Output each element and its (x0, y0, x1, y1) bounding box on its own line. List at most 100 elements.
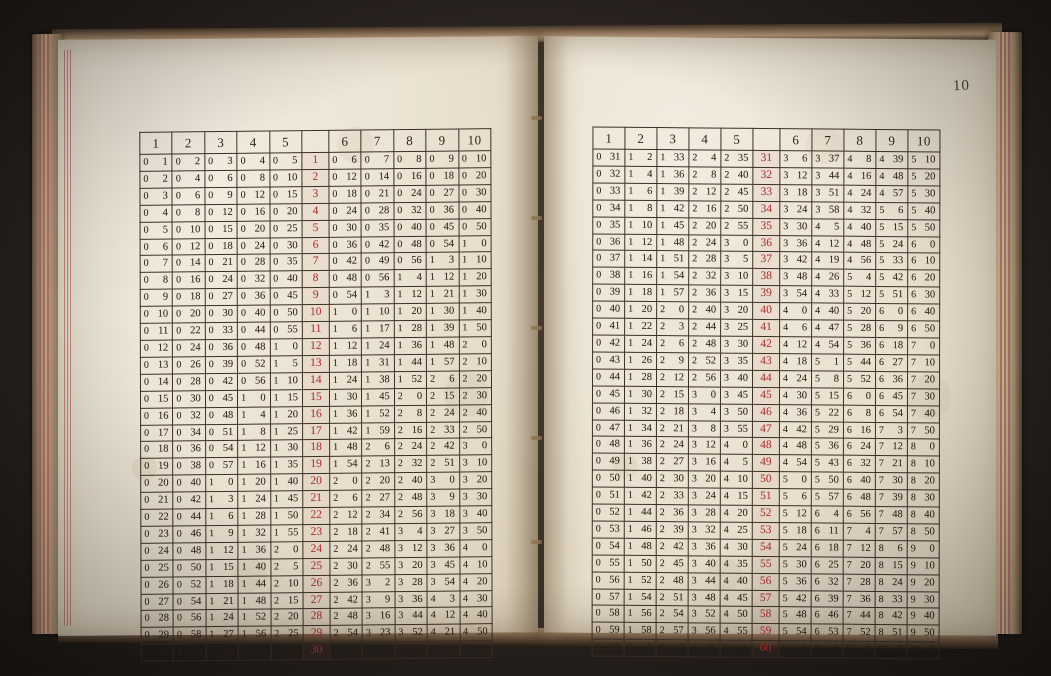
product-cell: 0 10 (269, 169, 302, 187)
product-low-digit: 0 (351, 306, 358, 318)
product-cell: 0 21 (204, 254, 238, 273)
product-cell: 1 36 (329, 405, 362, 423)
product-cell: 3 12 (779, 167, 812, 185)
product-low-digit: 0 (929, 644, 935, 656)
product-cell: 2 52 (688, 352, 721, 370)
product-cell: 0 42 (361, 236, 394, 254)
product-low-digit: 20 (287, 408, 299, 420)
product-low-digit: 46 (641, 523, 652, 535)
product-cell: 0 57 (592, 588, 625, 606)
product-cell: 8 40 (907, 506, 940, 524)
product-cell: 7 30 (875, 472, 908, 490)
product-low-digit: 40 (641, 473, 652, 485)
row-index-31: 31 (752, 150, 780, 168)
product-cell: 3 16 (362, 608, 395, 626)
product-high-digit: 3 (398, 610, 404, 622)
product-high-digit: 2 (397, 390, 403, 402)
product-high-digit: 4 (847, 170, 853, 182)
product-low-digit: 15 (287, 594, 299, 606)
product-low-digit: 16 (705, 456, 716, 468)
product-cell: 0 50 (592, 470, 625, 488)
row-index-29: 29 (303, 625, 331, 643)
product-low-digit: 36 (705, 287, 717, 299)
product-low-digit: 50 (476, 322, 487, 334)
product-high-digit: 4 (463, 609, 469, 621)
product-cell: 5 29 (811, 421, 844, 439)
product-cell: 4 36 (779, 404, 812, 422)
product-high-digit: 1 (627, 591, 633, 603)
product-high-digit: 0 (143, 308, 149, 320)
product-high-digit: 4 (879, 170, 885, 182)
product-high-digit: 3 (783, 271, 789, 283)
product-cell: 6 27 (875, 354, 908, 372)
product-high-digit: 1 (241, 493, 247, 505)
product-high-digit: 6 (878, 407, 884, 419)
product-low-digit: 3 (897, 424, 903, 436)
product-cell: 0 48 (393, 235, 427, 254)
product-cell: 7 10 (907, 354, 940, 372)
product-high-digit: 0 (144, 562, 150, 574)
product-cell: 2 25 (270, 626, 304, 644)
product-low-digit: 54 (892, 407, 903, 419)
product-cell: 0 38 (592, 267, 625, 285)
product-cell: 1 45 (361, 388, 395, 406)
product-low-digit: 31 (379, 357, 390, 369)
product-low-digit: 24 (411, 187, 422, 199)
product-high-digit: 1 (627, 625, 633, 637)
product-cell: 0 33 (205, 322, 238, 340)
product-low-digit: 44 (641, 506, 652, 519)
product-high-digit: 2 (274, 578, 280, 590)
product-cell: 1 33 (656, 149, 689, 167)
product-cell: 0 22 (140, 509, 174, 527)
product-cell: 2 27 (362, 489, 395, 508)
product-low-digit: 11 (158, 325, 169, 337)
product-cell: 4 30 (459, 590, 493, 608)
product-low-digit: 49 (378, 255, 390, 267)
product-high-digit: 3 (691, 625, 697, 637)
product-low-digit: 0 (260, 645, 267, 657)
product-low-digit: 24 (705, 490, 716, 502)
product-low-digit: 55 (287, 324, 298, 336)
product-low-digit: 54 (828, 339, 840, 351)
product-cell: 1 10 (270, 372, 303, 390)
product-high-digit: 4 (723, 609, 729, 621)
product-low-digit: 20 (190, 308, 201, 320)
product-high-digit: 2 (659, 507, 665, 519)
product-high-digit: 1 (429, 322, 435, 334)
product-low-digit: 45 (443, 221, 455, 233)
product-high-digit: 8 (878, 576, 884, 588)
product-cell: 3 30 (362, 641, 395, 660)
product-cell: 2 50 (459, 421, 492, 439)
product-low-digit: 52 (255, 611, 267, 624)
row-index-36: 36 (752, 234, 780, 253)
product-high-digit: 2 (659, 540, 665, 552)
product-high-digit: 9 (910, 543, 916, 555)
product-low-digit: 15 (444, 390, 455, 402)
product-cell: 1 28 (237, 508, 271, 526)
product-low-digit: 16 (705, 203, 717, 215)
product-low-digit: 57 (609, 591, 620, 603)
product-high-digit: 1 (628, 236, 634, 248)
product-low-digit: 30 (737, 541, 748, 553)
product-cell: 0 59 (592, 622, 625, 640)
product-cell: 3 50 (459, 522, 492, 540)
product-high-digit: 7 (878, 525, 884, 537)
product-low-digit: 0 (482, 643, 488, 655)
product-low-digit: 50 (609, 472, 620, 484)
product-cell: 3 55 (720, 420, 753, 438)
product-high-digit: 4 (430, 644, 436, 656)
product-low-digit: 48 (705, 338, 717, 350)
product-low-digit: 5 (292, 358, 298, 370)
product-low-digit: 0 (228, 477, 234, 489)
product-high-digit: 2 (724, 186, 730, 198)
product-high-digit: 1 (209, 612, 215, 624)
product-low-digit: 30 (641, 388, 653, 400)
product-low-digit: 42 (673, 541, 684, 553)
